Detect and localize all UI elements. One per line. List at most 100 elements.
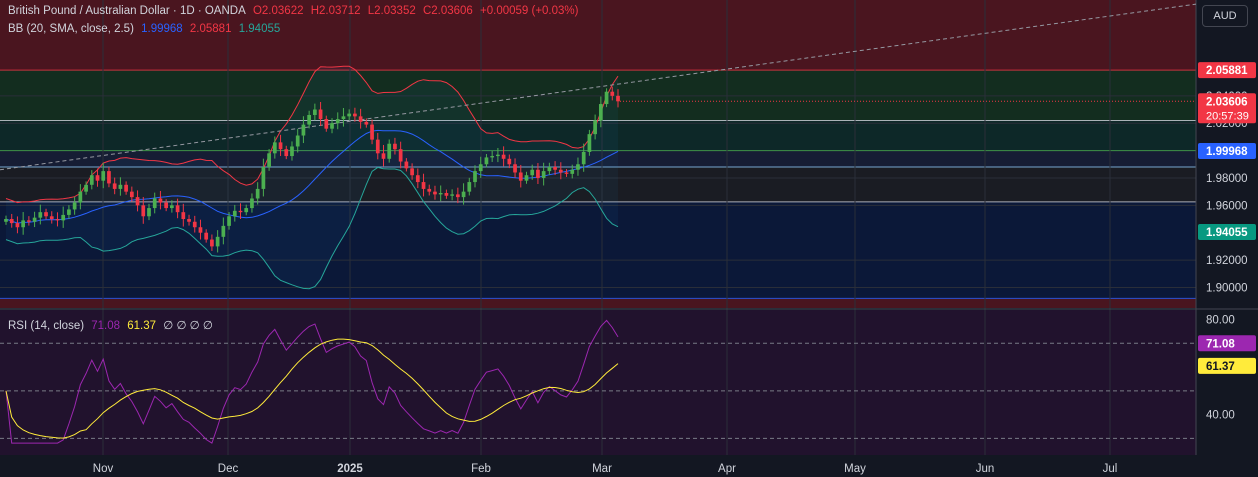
candle [410,163,414,180]
currency-button[interactable]: AUD [1202,5,1248,27]
candle-body [558,169,563,173]
candle-body [484,157,489,165]
candle-body [290,146,294,157]
candle [301,116,306,144]
candle-body [238,210,243,213]
candle-body [278,142,283,150]
candle-body [450,194,454,196]
candle-body [335,119,340,124]
candle [427,184,432,196]
candle-body [232,210,237,217]
candle-body [393,143,397,150]
candle-body [84,184,88,192]
candle-body [198,227,203,233]
candle-body [95,175,100,181]
bb-legend[interactable]: BB (20, SMA, close, 2.5) 1.99968 2.05881… [8,23,284,35]
zone-band [0,167,1196,202]
candle [141,196,146,224]
time-tick-label: Feb [471,463,491,475]
candle [455,187,460,204]
candle-body [478,164,483,172]
candle-body [227,216,231,226]
price-tick-label: 1.92000 [1206,255,1248,267]
candle [387,139,392,163]
candle-body [501,154,506,159]
rsi-extras: ∅ ∅ ∅ ∅ [163,320,213,332]
candle [421,173,426,197]
candle [9,213,14,228]
candle [84,181,88,195]
candle-body [32,217,37,222]
zone-band [0,150,1196,168]
candle-body [170,205,174,209]
candle [192,215,197,233]
candle [490,150,495,162]
candle [564,169,569,177]
candle [478,156,483,178]
bb-basis-badge: 1.99968 [1206,146,1248,158]
candle [67,205,71,219]
candle [295,128,300,153]
candle-body [101,171,106,181]
bb-basis-line [5,129,619,224]
candle-body [410,168,414,176]
candle [27,216,31,226]
candle [598,96,603,128]
rsi-legend[interactable]: RSI (14, close) 71.08 61.37 ∅ ∅ ∅ ∅ [8,318,217,332]
candle-body [570,169,575,174]
candle-body [158,198,163,203]
candle-body [141,205,146,217]
candle [507,154,512,169]
candle [587,129,592,156]
bb-fill [6,66,618,289]
last-price-badge: 2.03606 [1206,96,1248,108]
time-tick-label: Apr [718,463,736,475]
time-tick-label: Jun [976,463,995,475]
candle [604,88,609,108]
candle-body [318,109,323,120]
candle [227,212,231,230]
candle-body [467,182,472,192]
candle [558,162,563,180]
bb-basis-value: 1.99968 [141,23,183,35]
bb-upper-line [5,65,619,204]
candle-body [524,175,529,181]
candle-body [55,219,60,221]
candle [278,134,283,156]
candle-body [107,171,111,184]
candle-body [604,91,609,105]
candle [72,196,77,215]
bb-label: BB (20, SMA, close, 2.5) [8,23,134,35]
symbol-legend[interactable]: British Pound / Australian Dollar · 1D ·… [8,5,582,17]
candle [438,185,443,202]
candle-body [89,175,94,185]
candle-body [255,188,260,199]
candle [461,183,466,205]
candle [21,212,26,235]
candle [530,164,535,180]
candle [467,177,472,196]
candle-body [49,216,54,220]
candle [49,211,54,224]
zone-band [0,70,1196,121]
candle-body [147,208,151,217]
bb-upper-value: 2.05881 [189,23,232,35]
candle-body [44,212,48,217]
candle-body [598,104,603,121]
candle-body [587,134,592,152]
candle-body [455,194,460,198]
candle [313,103,317,121]
candle-body [4,219,8,222]
candle-body [187,219,191,222]
symbol-title: British Pound / Australian Dollar · 1D ·… [8,5,246,17]
candle [4,215,8,225]
candle-body [67,209,71,215]
candle [444,189,449,199]
candle-body [204,232,209,240]
candle [215,230,220,253]
candle-body [313,109,317,115]
candle [210,234,214,251]
candle [370,119,374,145]
